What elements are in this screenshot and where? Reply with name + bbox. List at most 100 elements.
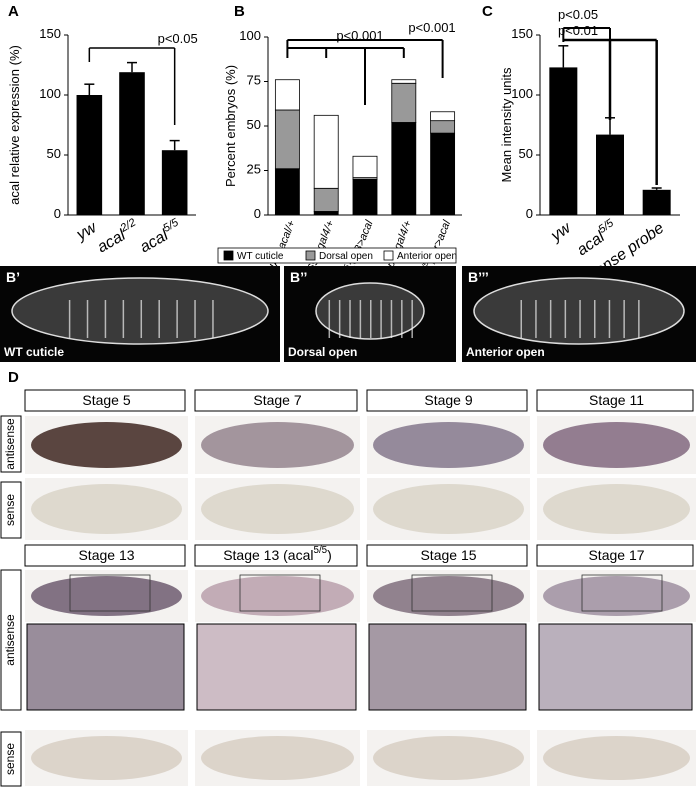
error-bar [605, 117, 615, 135]
legend-swatch [305, 250, 316, 261]
y-tick-label: 100 [239, 28, 261, 43]
embryo [373, 736, 524, 780]
embryo [543, 484, 690, 534]
legend-label: WT cuticle [237, 251, 284, 262]
stage-header-box [536, 389, 694, 412]
y-tick-label: 100 [511, 86, 533, 101]
zoom-region [581, 574, 663, 612]
stage-header: Stage 15 [420, 547, 476, 563]
p-value: p<0.05 [158, 31, 198, 46]
embryo [31, 736, 182, 780]
stage-header: Stage 5 [82, 392, 130, 408]
zoom-region [239, 574, 321, 612]
stage-header: Stage 11 [589, 392, 644, 408]
cuticle-caption: Dorsal open [288, 345, 357, 359]
stage-header: Stage 13 [78, 547, 134, 563]
embryo [201, 484, 354, 534]
bar-segment [430, 132, 456, 216]
embryo [373, 484, 524, 534]
error-bar [558, 45, 569, 68]
y-axis-label: acal relative expression (%) [7, 45, 22, 205]
row-label: antisense [3, 614, 17, 666]
y-tick-label: 150 [39, 26, 61, 41]
y-tick-label: 150 [511, 26, 533, 41]
row-label: sense [3, 743, 17, 775]
zoom-inset [368, 623, 527, 711]
error-bar [169, 139, 180, 151]
bar-segment [352, 155, 378, 179]
legend-box [217, 247, 457, 264]
error-bar [127, 61, 137, 73]
bar [161, 150, 188, 215]
zoom-inset [538, 623, 693, 711]
embryo [543, 422, 690, 468]
bar [76, 95, 103, 215]
embryo [543, 736, 690, 780]
y-tick-label: 0 [526, 206, 533, 221]
bar-segment [313, 114, 339, 189]
stage-header-box [366, 389, 528, 412]
cuticle-caption: WT cuticle [4, 345, 64, 359]
p-value: p<0.05 [558, 7, 598, 22]
y-tick-label: 100 [39, 86, 61, 101]
p-value: p<0.001 [408, 20, 455, 35]
p-value: p<0.001 [336, 28, 383, 43]
y-tick-label: 50 [47, 146, 61, 161]
stage-header: Stage 13 (acal5/5) [223, 545, 332, 563]
legend-swatch [383, 250, 394, 261]
bar-segment [430, 111, 456, 122]
legend-label: Dorsal open [319, 251, 373, 262]
x-tick-label: acal5/5 [136, 216, 186, 256]
stage-header: Stage 7 [253, 392, 301, 408]
bar [642, 189, 671, 215]
embryo [543, 576, 690, 616]
embryo [31, 576, 182, 616]
bar-segment [391, 82, 417, 123]
stage-header-box [24, 544, 186, 567]
y-tick-label: 50 [247, 117, 261, 132]
stage-header-box [194, 389, 358, 412]
bar-segment [274, 109, 300, 170]
zoom-region [411, 574, 493, 612]
y-axis-label: Mean intensity units [499, 67, 514, 182]
row-label-box [0, 731, 22, 787]
panel-label: D [8, 369, 19, 386]
zoom-inset [196, 623, 357, 711]
embryo-cuticle [11, 277, 269, 345]
panel-label: B’ [6, 269, 20, 285]
stage-header-box [24, 389, 186, 412]
stage-header: Stage 17 [588, 547, 644, 563]
x-tick-label: yw [547, 219, 575, 246]
embryo [373, 422, 524, 468]
bar [549, 67, 578, 216]
error-bar [84, 83, 95, 95]
bar [596, 134, 624, 215]
row-label-box [0, 415, 22, 473]
zoom-inset [26, 623, 185, 711]
embryo [201, 576, 354, 616]
stage-header: Stage 9 [424, 392, 472, 408]
y-tick-label: 50 [519, 146, 533, 161]
zoom-region [69, 574, 151, 612]
y-tick-label: 25 [247, 162, 261, 177]
embryo [31, 422, 182, 468]
panel-label: B’’’ [468, 269, 489, 285]
row-label: sense [3, 494, 17, 526]
panel-label: B’’ [290, 269, 307, 285]
bar-segment [313, 211, 339, 216]
bar-segment [274, 79, 300, 111]
legend-swatch [223, 250, 234, 261]
bar [119, 72, 145, 215]
row-label-box [0, 481, 22, 539]
bar-segment [430, 120, 456, 134]
panel-label: B [234, 3, 245, 20]
row-label-box [0, 569, 22, 711]
stage-header-box [366, 544, 528, 567]
x-tick-label: acal2/2 [93, 216, 143, 256]
panel-label: C [482, 3, 493, 20]
y-tick-label: 75 [247, 73, 261, 88]
panel-label: A [8, 3, 19, 20]
y-axis-label: Percent embryos (%) [223, 65, 238, 187]
